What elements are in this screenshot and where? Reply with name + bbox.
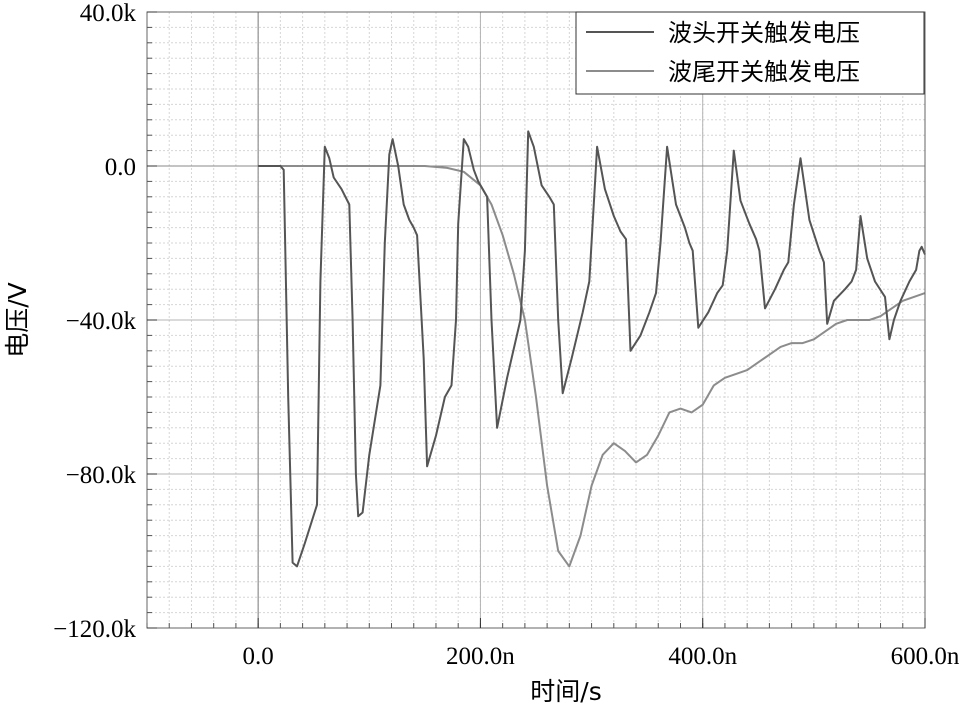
legend: 波头开关触发电压 波尾开关触发电压 [575, 11, 925, 95]
x-tick-label: 200.0n [446, 643, 515, 670]
y-tick-label: 0.0 [105, 154, 136, 181]
x-tick-label: 0.0 [243, 643, 274, 670]
y-axis-title: 电压/V [3, 282, 32, 358]
series-layer [258, 130, 926, 568]
x-tick-label: 600.0n [891, 643, 960, 670]
legend-box [575, 11, 925, 95]
legend-label-1: 波头开关触发电压 [668, 19, 860, 47]
legend-label-2: 波尾开关触发电压 [668, 58, 860, 86]
y-tick-label: −40.0k [66, 308, 137, 335]
y-tick-label: −120.0k [53, 616, 136, 643]
y-tick-label: −80.0k [66, 462, 137, 489]
series-line-1 [258, 130, 926, 568]
x-axis-title: 时间/s [530, 677, 601, 706]
axis-ticks [146, 11, 926, 629]
y-tick-label: 40.0k [80, 0, 137, 27]
series-line-2 [258, 165, 926, 568]
tick-labels: 0.0 200.0n 400.0n 600.0n 40.0k 0.0 −40.0k −80.0… [53, 0, 960, 670]
x-tick-label: 400.0n [668, 643, 737, 670]
